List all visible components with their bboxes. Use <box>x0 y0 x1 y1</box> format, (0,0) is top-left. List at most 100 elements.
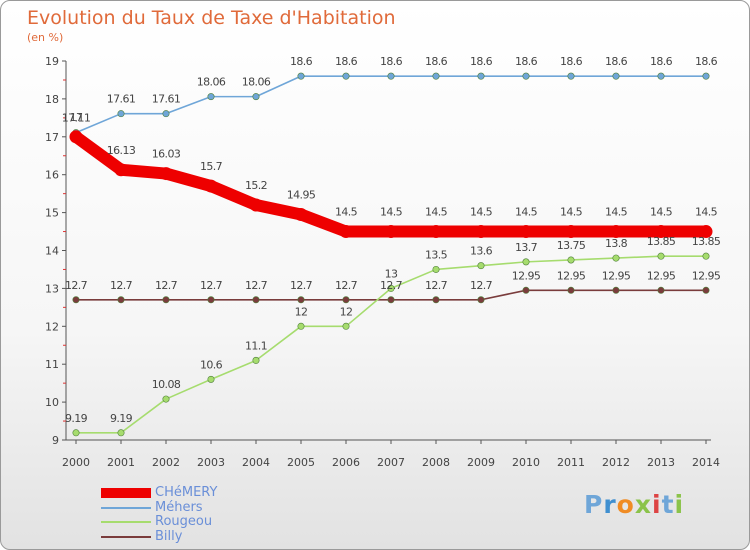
data-point <box>432 296 440 304</box>
y-tick-label: 18 <box>45 93 59 106</box>
data-point <box>657 72 665 80</box>
data-point <box>474 225 488 239</box>
data-label: 11.1 <box>245 339 267 352</box>
x-tick-label: 2007 <box>377 456 405 469</box>
data-point <box>159 167 173 181</box>
data-point <box>477 262 485 270</box>
data-point <box>477 72 485 80</box>
legend-swatch <box>101 506 151 509</box>
data-point <box>162 395 170 403</box>
data-point <box>702 252 710 260</box>
data-point <box>522 258 530 266</box>
data-label: 12.7 <box>425 279 448 292</box>
data-point <box>612 72 620 80</box>
data-point <box>297 322 305 330</box>
data-label: 18.6 <box>605 55 628 68</box>
data-label: 13.6 <box>470 245 493 258</box>
y-tick-label: 16 <box>45 169 59 182</box>
y-tick-label: 15 <box>45 207 59 220</box>
data-point <box>162 296 170 304</box>
data-point <box>522 72 530 80</box>
data-point <box>387 72 395 80</box>
data-point <box>432 265 440 273</box>
data-label: 18.6 <box>470 55 493 68</box>
y-tick-label: 19 <box>45 55 59 68</box>
legend-swatch <box>101 535 151 538</box>
brand-letter: i <box>652 490 662 519</box>
data-label: 12.7 <box>380 279 403 292</box>
data-label: 13.85 <box>647 235 676 248</box>
data-point <box>609 225 623 239</box>
y-tick-label: 11 <box>45 358 59 371</box>
data-point <box>204 179 218 193</box>
data-point <box>114 163 128 177</box>
data-label: 15.2 <box>245 179 267 192</box>
data-label: 14.5 <box>425 206 448 219</box>
data-label: 10.6 <box>200 358 223 371</box>
data-point <box>117 296 125 304</box>
data-point <box>207 296 215 304</box>
data-label: 13.85 <box>692 235 721 248</box>
data-point <box>207 93 215 101</box>
data-label: 12.7 <box>335 279 358 292</box>
x-tick-label: 2011 <box>557 456 585 469</box>
brand-letter: x <box>634 490 652 519</box>
data-label: 14.5 <box>470 206 493 219</box>
brand-letter: r <box>603 490 617 519</box>
data-label: 14.95 <box>287 188 316 201</box>
data-label: 18.6 <box>560 55 583 68</box>
data-label: 12.7 <box>155 279 178 292</box>
data-label: 14.5 <box>560 206 583 219</box>
data-label: 13.75 <box>557 239 586 252</box>
data-point <box>654 225 668 239</box>
data-label: 18.6 <box>695 55 718 68</box>
brand-letter: P <box>584 490 604 519</box>
data-point <box>72 429 80 437</box>
data-label: 13.5 <box>425 248 448 261</box>
data-point <box>117 110 125 118</box>
data-point <box>69 130 83 144</box>
data-point <box>117 429 125 437</box>
data-label: 18.06 <box>242 76 271 89</box>
x-tick-label: 2009 <box>467 456 495 469</box>
x-tick-label: 2010 <box>512 456 540 469</box>
proxiti-logo: Proxiti <box>584 490 684 519</box>
data-label: 17.61 <box>107 93 136 106</box>
data-point <box>432 72 440 80</box>
brand-letter: t <box>661 490 675 519</box>
data-label: 17.61 <box>152 93 181 106</box>
x-tick-label: 2000 <box>62 456 90 469</box>
legend-label: Billy <box>155 528 183 544</box>
data-label: 12.95 <box>512 269 541 282</box>
x-tick-label: 2003 <box>197 456 225 469</box>
data-label: 15.7 <box>200 160 223 173</box>
data-point <box>162 110 170 118</box>
legend-swatch <box>101 521 151 523</box>
legend-swatch <box>101 488 151 498</box>
data-label: 12.95 <box>602 269 631 282</box>
data-point <box>429 225 443 239</box>
data-label: 12.7 <box>470 279 493 292</box>
data-label: 12.7 <box>65 279 88 292</box>
data-point <box>72 296 80 304</box>
data-point <box>342 322 350 330</box>
data-label: 12 <box>295 305 308 318</box>
data-point <box>612 254 620 262</box>
data-point <box>297 72 305 80</box>
data-label: 14.5 <box>650 206 673 219</box>
x-tick-label: 2008 <box>422 456 450 469</box>
data-point <box>252 356 260 364</box>
data-point <box>657 286 665 294</box>
data-label: 12.95 <box>557 269 586 282</box>
data-label: 14.5 <box>605 206 628 219</box>
data-point <box>477 296 485 304</box>
chart-unit-label: (en %) <box>27 31 64 44</box>
data-label: 14.5 <box>335 206 358 219</box>
data-label: 12.7 <box>110 279 133 292</box>
data-label: 18.6 <box>380 55 403 68</box>
data-label: 18.6 <box>515 55 538 68</box>
data-label: 9.19 <box>65 412 88 425</box>
data-label: 16.13 <box>107 144 136 157</box>
